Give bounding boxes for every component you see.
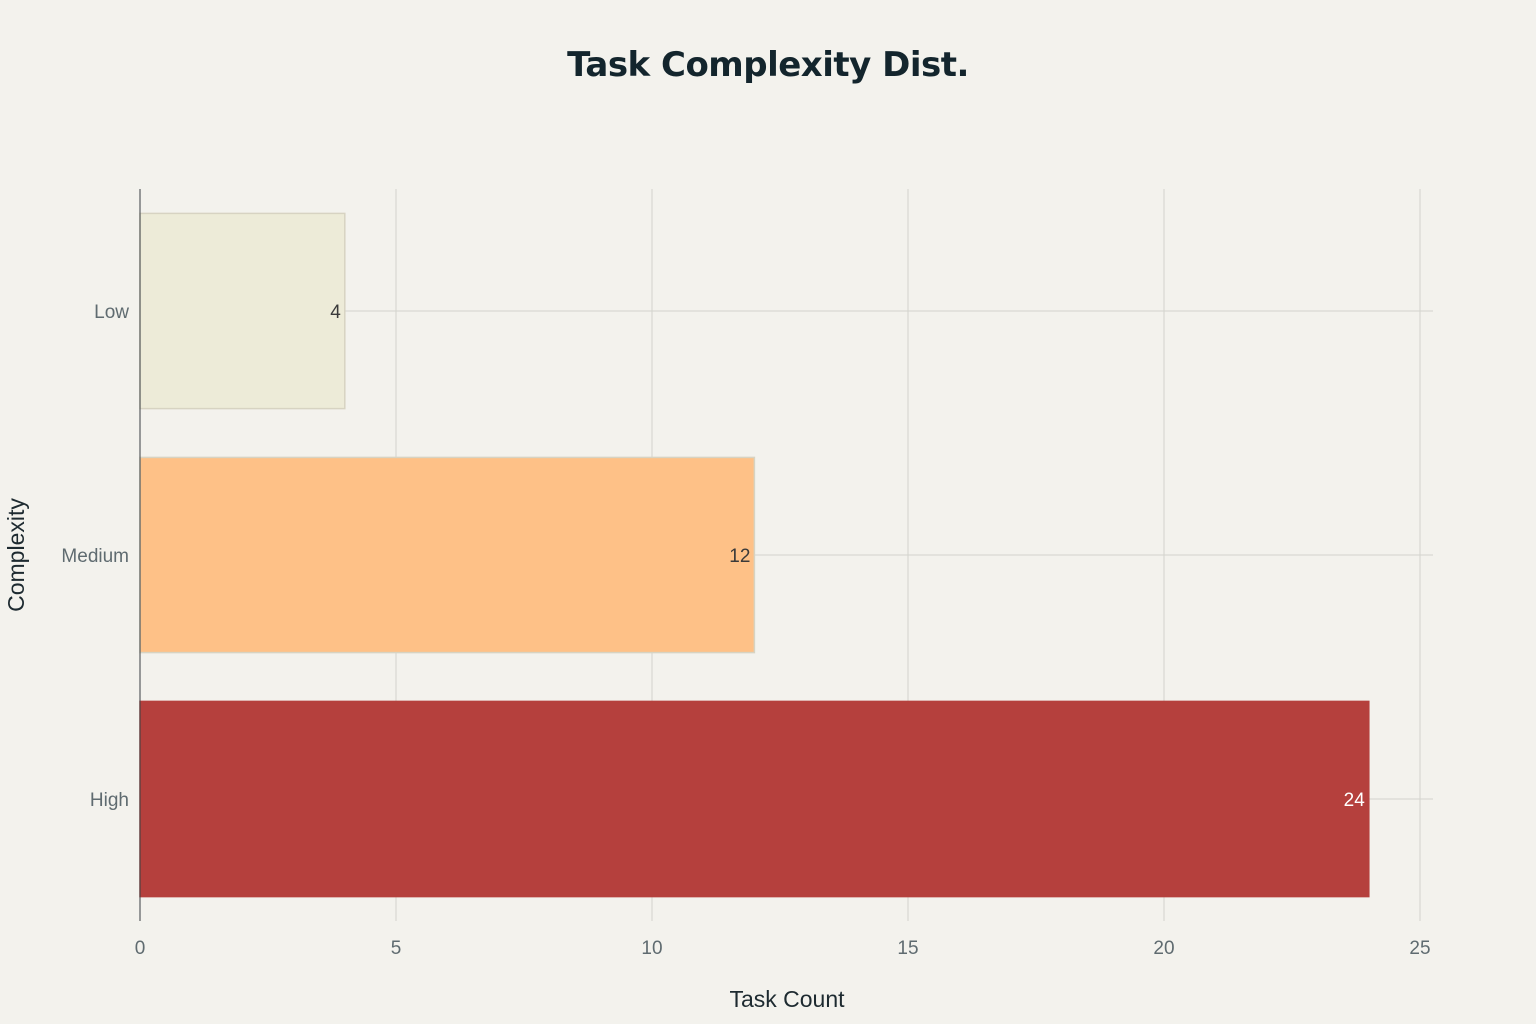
y-axis-title: Complexity (3, 498, 29, 612)
y-tick-label-medium: Medium (61, 546, 129, 567)
x-tick-label: 15 (897, 938, 918, 959)
x-tick-label: 0 (135, 938, 146, 959)
data-label-medium: 12 (729, 546, 750, 567)
x-tick-label: 25 (1409, 938, 1430, 959)
y-tick-label-low: Low (94, 302, 129, 323)
x-tick-label: 5 (391, 938, 402, 959)
bar-low (139, 212, 346, 410)
y-tick-label-high: High (90, 790, 129, 811)
x-tick-label: 10 (641, 938, 662, 959)
data-label-low: 4 (330, 302, 341, 323)
x-axis-title: Task Count (729, 986, 845, 1012)
bar-high (139, 700, 1370, 898)
chart-title: Task Complexity Dist. (567, 45, 969, 85)
data-label-high: 24 (1344, 790, 1366, 811)
labels: 0 5 10 15 20 25 Low Medium High 4 12 24 (61, 302, 1430, 959)
bar-medium (139, 456, 756, 654)
x-tick-label: 20 (1153, 938, 1174, 959)
